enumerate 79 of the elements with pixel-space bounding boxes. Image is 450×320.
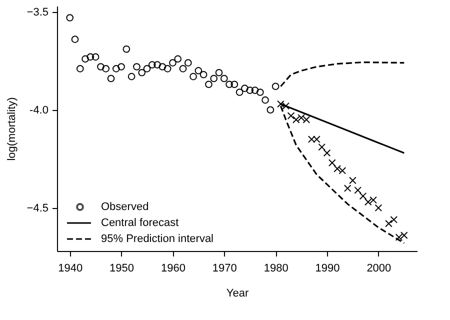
x-tick-label: 2000 — [366, 262, 392, 274]
point — [190, 72, 197, 80]
point — [364, 198, 372, 206]
point — [349, 176, 356, 184]
point — [82, 55, 89, 63]
point — [133, 63, 140, 70]
point — [318, 143, 326, 151]
point — [374, 204, 382, 212]
y-tick-label: −4.5 — [26, 202, 48, 214]
point — [164, 65, 172, 72]
point — [328, 159, 336, 166]
point — [118, 63, 125, 70]
x-tick-label: 1940 — [58, 262, 83, 274]
point — [277, 100, 284, 108]
point — [184, 59, 192, 66]
point — [169, 59, 176, 66]
point — [292, 116, 300, 124]
legend-label: Observed — [101, 201, 149, 213]
point — [266, 106, 274, 114]
x-tick-label: 1990 — [315, 262, 340, 274]
point — [76, 65, 84, 72]
point — [241, 84, 248, 92]
point — [122, 45, 130, 53]
point — [287, 112, 295, 120]
point — [200, 70, 208, 78]
x-axis-title: Year — [226, 288, 249, 300]
point — [107, 74, 115, 82]
x-tick-label: 1960 — [160, 262, 186, 274]
point — [338, 166, 346, 174]
point — [226, 80, 233, 88]
point — [102, 65, 110, 72]
point — [246, 86, 254, 94]
point — [174, 55, 182, 63]
point — [334, 165, 341, 172]
point — [138, 68, 146, 76]
point — [194, 67, 202, 74]
point — [66, 14, 74, 22]
point — [313, 136, 320, 143]
point — [148, 61, 156, 68]
point — [97, 63, 104, 70]
point — [395, 234, 403, 241]
y-axis-title: log(mortality) — [6, 97, 18, 161]
x-tick-label: 1970 — [212, 262, 237, 274]
point — [215, 68, 223, 76]
point — [302, 116, 310, 124]
point — [220, 74, 228, 82]
legend-label: 95% Prediction interval — [101, 233, 214, 245]
point — [92, 53, 100, 61]
point — [86, 53, 94, 61]
point — [344, 184, 352, 192]
x-tick-label: 1950 — [110, 262, 134, 274]
point — [256, 88, 264, 96]
point — [390, 216, 398, 224]
point — [154, 61, 161, 68]
point — [158, 63, 166, 70]
point — [205, 80, 212, 88]
point — [262, 96, 269, 104]
y-tick-label: -4.0 — [30, 104, 48, 116]
point — [251, 86, 259, 94]
x-tick-label: 1980 — [264, 262, 288, 274]
point — [236, 88, 244, 96]
point — [385, 220, 392, 228]
point — [143, 65, 151, 72]
point — [308, 136, 316, 143]
point — [112, 65, 120, 72]
point — [210, 74, 218, 82]
y-tick-label: −3.5 — [26, 6, 48, 18]
point — [272, 82, 280, 90]
point — [370, 196, 377, 204]
point — [230, 80, 238, 88]
point — [128, 72, 136, 80]
point — [323, 149, 331, 157]
point — [400, 232, 408, 239]
legend-label: Central forecast — [101, 217, 179, 229]
point — [298, 114, 305, 122]
point — [354, 186, 362, 194]
point — [179, 65, 187, 72]
point — [359, 192, 367, 200]
point — [71, 36, 79, 43]
